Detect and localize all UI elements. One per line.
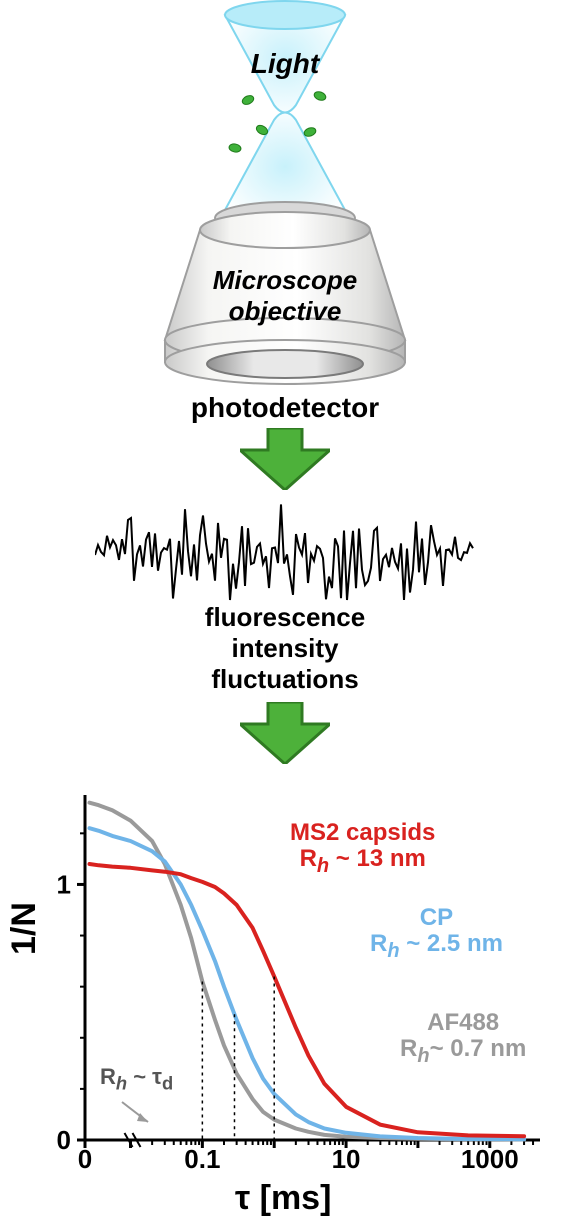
legend-ms2-l2: Rh ~ 13 nm <box>300 845 426 872</box>
svg-text:1000: 1000 <box>461 1144 519 1174</box>
legend-ms2-l1: MS2 capsids <box>290 819 435 846</box>
legend-ms2: MS2 capsids Rh ~ 13 nm <box>290 820 435 877</box>
rh-taud-label: Rh ~ τd <box>100 1065 173 1094</box>
legend-cp: CP Rh ~ 2.5 nm <box>370 905 503 962</box>
svg-text:0.1: 0.1 <box>184 1144 220 1174</box>
svg-text:0: 0 <box>57 1125 71 1155</box>
legend-cp-l2: Rh ~ 2.5 nm <box>370 930 503 957</box>
legend-af488-l1: AF488 <box>427 1009 499 1036</box>
legend-af488: AF488 Rh~ 0.7 nm <box>400 1010 526 1067</box>
legend-cp-l1: CP <box>420 904 453 931</box>
svg-text:0: 0 <box>78 1144 92 1174</box>
y-axis-label: 1/N <box>6 902 43 955</box>
svg-text:10: 10 <box>332 1144 361 1174</box>
legend-af488-l2: Rh~ 0.7 nm <box>400 1035 526 1062</box>
svg-text:1: 1 <box>57 869 71 899</box>
x-axis-label: τ [ms] <box>235 1180 331 1217</box>
